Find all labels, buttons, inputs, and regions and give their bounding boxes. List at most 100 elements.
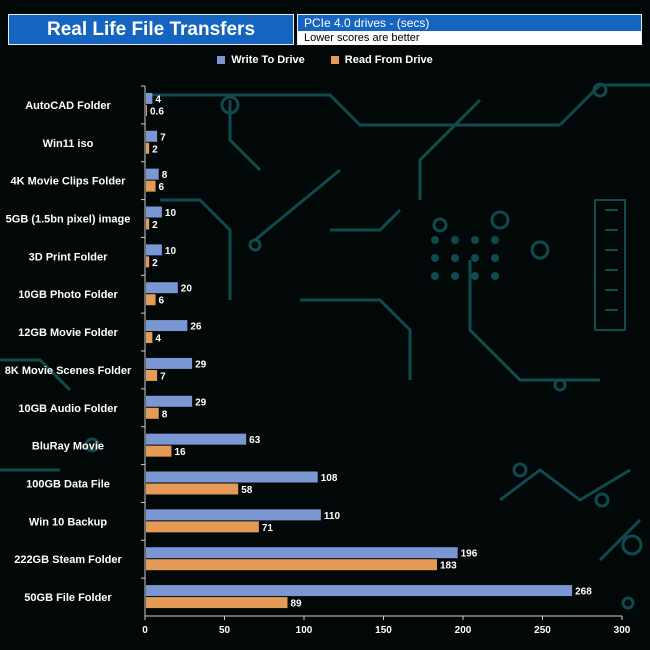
data-label-write: 20	[181, 284, 193, 295]
data-label-write: 108	[321, 473, 338, 484]
circuit-dot	[491, 236, 499, 244]
circuit-node	[621, 596, 635, 610]
bar-write	[146, 92, 153, 104]
data-label-read: 6	[159, 296, 165, 307]
data-label-write: 4	[155, 94, 161, 105]
bar-write	[146, 433, 247, 445]
bar-read	[146, 369, 158, 381]
bar-read	[146, 597, 288, 609]
bar-write	[146, 130, 158, 142]
circuit-trace	[0, 358, 72, 392]
circuit-node	[512, 462, 528, 478]
legend-item-write: Write To Drive	[217, 54, 305, 66]
data-label-read: 2	[152, 258, 158, 269]
circuit-trace	[150, 93, 560, 127]
legend-swatch-write	[217, 56, 226, 64]
category-label: 4K Movie Clips Folder	[11, 176, 127, 188]
circuit-dot	[451, 236, 459, 244]
category-label: 3D Print Folder	[29, 251, 109, 263]
legend-item-read: Read From Drive	[330, 54, 433, 66]
bar-write	[146, 244, 162, 256]
data-label-read: 6	[159, 182, 165, 193]
bar-read	[146, 445, 172, 457]
data-label-write: 110	[324, 511, 341, 522]
data-label-read: 2	[152, 144, 158, 155]
category-label: 10GB Photo Folder	[18, 289, 118, 301]
data-label-write: 196	[461, 549, 478, 560]
legend: Write To Drive Read From Drive	[0, 54, 650, 66]
circuit-node	[84, 437, 100, 453]
circuit-dot	[431, 272, 439, 280]
circuit-dot	[491, 254, 499, 262]
subtitle-units: PCIe 4.0 drives - (secs)	[298, 15, 641, 31]
circuit-dot	[451, 272, 459, 280]
data-label-read: 4	[155, 334, 161, 345]
circuit-dot	[451, 254, 459, 262]
data-label-read: 2	[152, 220, 158, 231]
bar-write	[146, 509, 321, 521]
bar-read	[146, 483, 239, 495]
data-label-read: 71	[262, 523, 274, 534]
data-label-read: 183	[440, 561, 457, 572]
bar-read	[146, 104, 147, 116]
circuit-dot	[471, 236, 479, 244]
bar-read	[146, 332, 153, 344]
bar-read	[146, 180, 156, 192]
category-label: 12GB Movie Folder	[18, 327, 118, 339]
x-tick-label: 100	[296, 625, 313, 636]
bar-read	[146, 256, 150, 268]
legend-label-write: Write To Drive	[231, 54, 305, 66]
circuit-chip	[594, 199, 626, 331]
category-label: Win 10 Backup	[29, 516, 107, 528]
circuit-node	[248, 238, 262, 252]
data-label-read: 16	[174, 447, 186, 458]
x-tick-label: 50	[219, 625, 231, 636]
bar-write	[146, 585, 573, 597]
circuit-dot	[471, 272, 479, 280]
bar-write	[146, 320, 188, 332]
subtitle-note: Lower scores are better	[298, 31, 641, 45]
bar-read	[146, 521, 259, 533]
x-tick-label: 0	[142, 625, 148, 636]
x-tick-label: 250	[534, 625, 551, 636]
data-label-write: 29	[195, 397, 207, 408]
circuit-node	[432, 217, 448, 233]
data-label-read: 7	[160, 371, 166, 382]
data-label-write: 26	[190, 322, 202, 333]
bar-read	[146, 294, 156, 306]
data-label-read: 89	[291, 599, 303, 610]
bar-write	[146, 357, 193, 369]
circuit-pattern	[0, 82, 650, 610]
circuit-node	[621, 534, 643, 556]
bar-write	[146, 168, 159, 180]
circuit-trace	[499, 468, 631, 502]
data-label-read: 8	[162, 409, 168, 420]
bar-write	[146, 547, 458, 559]
circuit-dot	[471, 254, 479, 262]
category-label: 10GB Audio Folder	[18, 403, 118, 415]
x-tick-label: 150	[375, 625, 392, 636]
data-label-read: 58	[241, 485, 253, 496]
circuit-trace	[300, 298, 412, 380]
circuit-node	[594, 492, 610, 508]
circuit-dot	[491, 272, 499, 280]
circuit-trace	[418, 98, 482, 200]
circuit-node	[220, 95, 240, 115]
category-label: BluRay Movie	[32, 441, 104, 453]
bar-write	[146, 395, 193, 407]
category-label: Win11 iso	[43, 138, 94, 150]
bar-read	[146, 218, 150, 230]
bar-write	[146, 471, 318, 483]
x-tick-label: 300	[614, 625, 631, 636]
category-label: 5GB (1.5bn pixel) image	[6, 214, 131, 226]
circuit-node	[592, 82, 608, 98]
circuit-dot	[431, 236, 439, 244]
bar-read	[146, 407, 159, 419]
data-label-write: 10	[165, 208, 177, 219]
data-label-write: 29	[195, 359, 207, 370]
circuit-node	[553, 378, 567, 392]
legend-label-read: Read From Drive	[344, 54, 433, 66]
